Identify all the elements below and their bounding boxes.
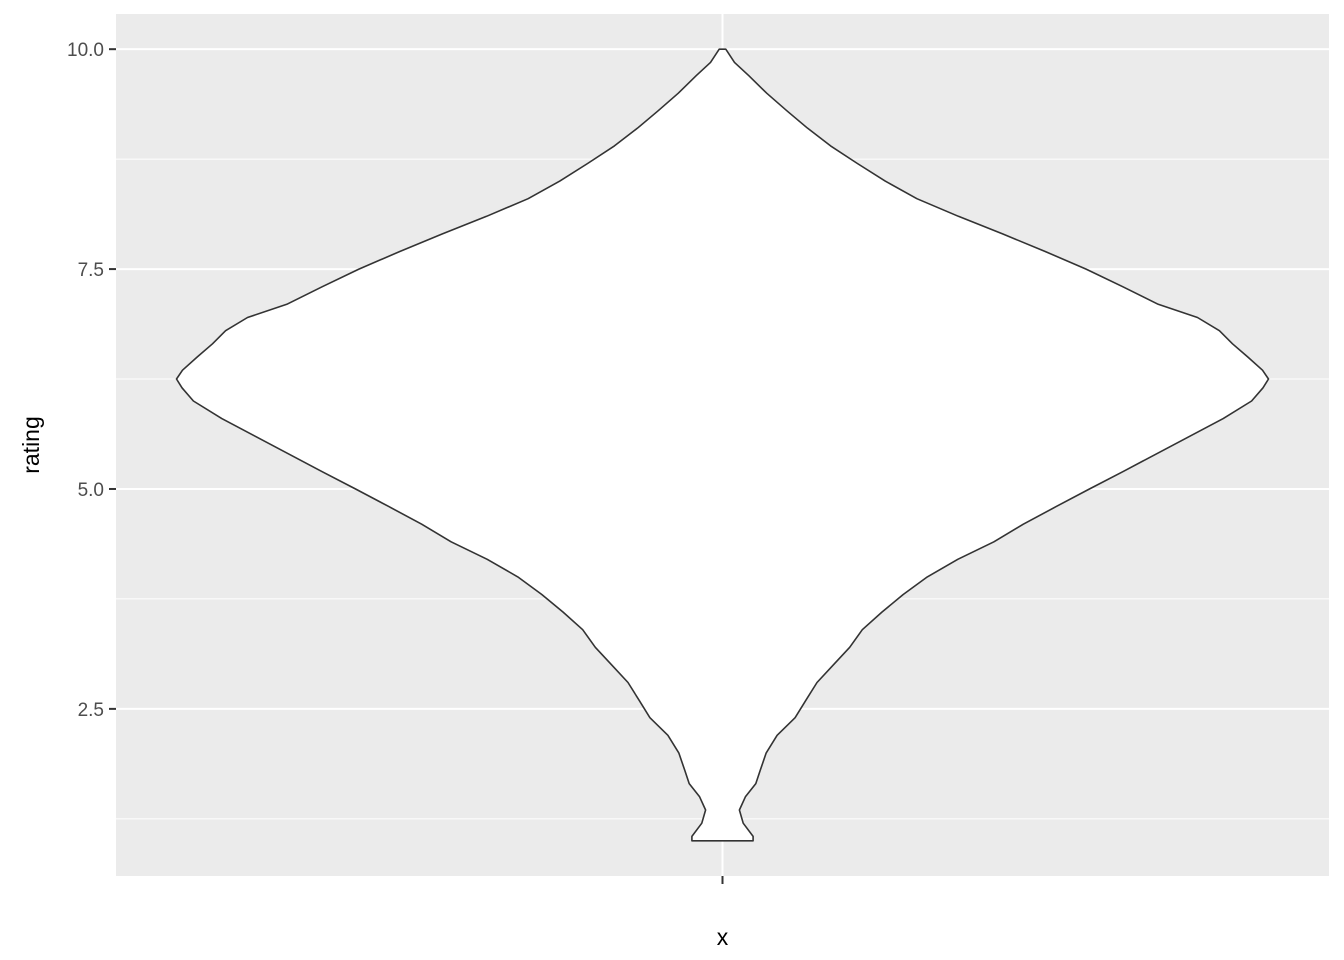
violin-shape xyxy=(175,48,1270,842)
y-tick-label: 7.5 xyxy=(78,260,104,281)
y-tick-label: 2.5 xyxy=(78,700,104,721)
x-axis-title: x xyxy=(717,924,729,950)
y-axis: 2.5 5.0 7.5 10.0 xyxy=(67,40,116,721)
y-axis-title: rating xyxy=(18,416,44,474)
y-tick-label: 10.0 xyxy=(67,40,104,61)
y-tick-label: 5.0 xyxy=(78,480,104,501)
